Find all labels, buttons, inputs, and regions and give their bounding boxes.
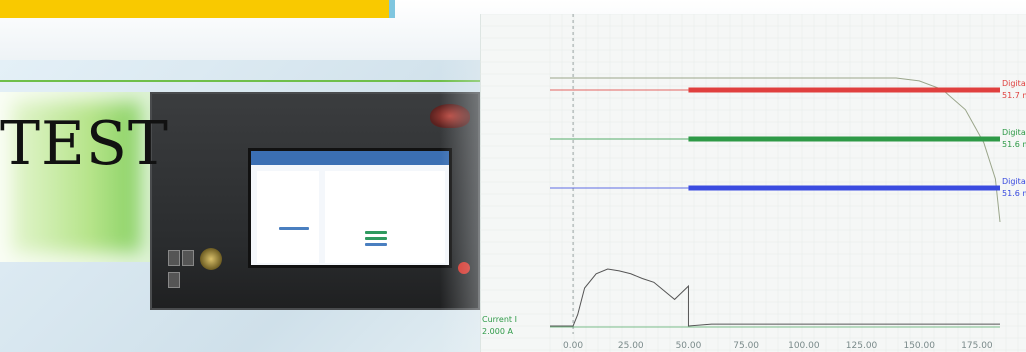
series-value: 51.7 ms	[1002, 91, 1026, 100]
screen-right-pane	[325, 171, 445, 263]
series-label: Digital A	[1002, 79, 1026, 88]
series-label: Digital C	[1002, 177, 1026, 186]
x-tick-label: 100.00	[788, 341, 820, 351]
series-value: 51.6 ms	[1002, 140, 1026, 149]
screen-trace-blue	[279, 227, 309, 230]
screen-trace-green	[365, 231, 387, 234]
title-divider	[0, 80, 480, 82]
timing-chart: Digital A 51.7 ms Digital B 51.6 ms Digital …	[480, 14, 1026, 352]
screen-trace-blue-2	[365, 243, 387, 246]
x-tick-label: 50.00	[676, 341, 702, 351]
analog-value: 2.000 A	[482, 327, 513, 336]
analog-current-line	[550, 268, 1000, 327]
analog-label: Current I	[482, 315, 517, 324]
x-tick-label: 175.00	[961, 341, 993, 351]
x-tick-label: 150.00	[903, 341, 935, 351]
x-tick-label: 75.00	[733, 341, 759, 351]
slide-title: TEST	[0, 109, 169, 179]
screen-left-pane	[257, 171, 319, 263]
instrument-port-3	[168, 272, 180, 288]
travel-curve-line	[550, 77, 1001, 223]
screen-trace-green-2	[365, 237, 387, 240]
header-banner	[0, 0, 395, 18]
x-tick-label: 0.00	[563, 341, 583, 351]
instrument-screen	[248, 148, 452, 268]
series-value: 51.6 ms	[1002, 189, 1026, 198]
title-accent-block	[0, 92, 150, 262]
instrument-port-2	[182, 250, 194, 266]
chart-panel	[480, 14, 1026, 352]
screen-title-bar	[251, 151, 449, 165]
instrument-port-1	[168, 250, 180, 266]
series-label: Digital B	[1002, 128, 1026, 137]
instrument-knob	[200, 248, 222, 270]
x-tick-label: 125.00	[846, 341, 878, 351]
x-tick-label: 25.00	[618, 341, 644, 351]
